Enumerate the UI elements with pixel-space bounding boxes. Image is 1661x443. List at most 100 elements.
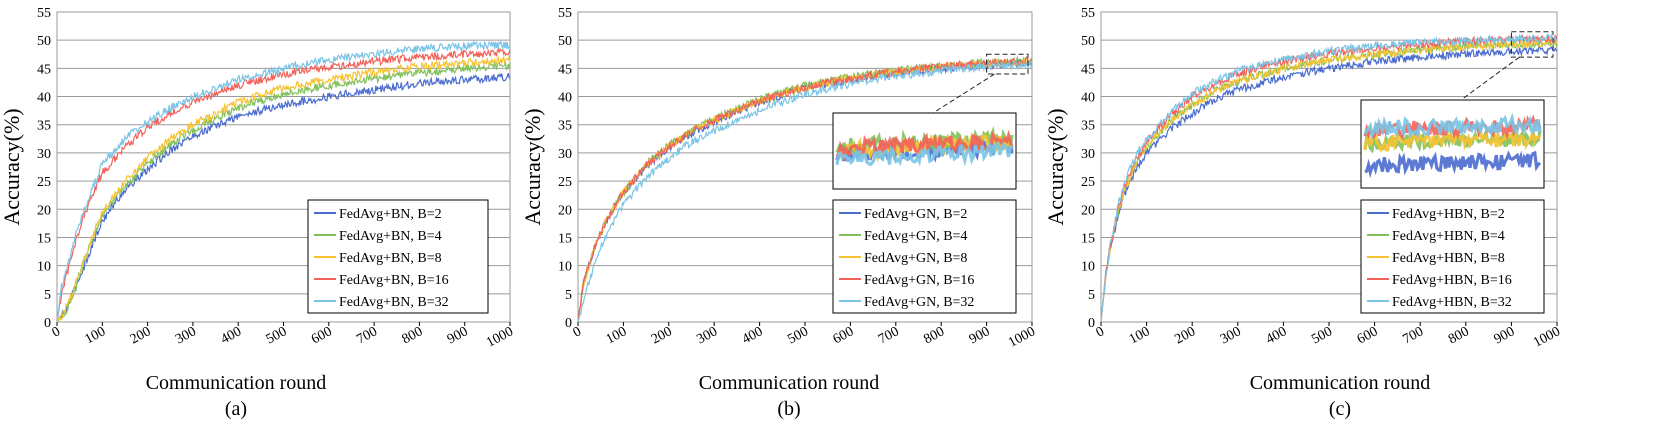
series-line-5 [577, 59, 1033, 323]
y-tick-label: 5 [565, 288, 572, 303]
legend-label-1: FedAvg+BN, B=2 [339, 207, 442, 222]
y-tick-label: 50 [558, 34, 572, 49]
y-tick-label: 15 [37, 231, 51, 246]
y-tick-label: 45 [37, 62, 51, 77]
legend-label-4: FedAvg+GN, B=16 [864, 273, 974, 288]
inset-series-line-3 [1363, 128, 1542, 153]
y-tick-label: 35 [558, 119, 572, 134]
x-tick-label: 200 [649, 324, 675, 347]
y-tick-label: 35 [1081, 119, 1095, 134]
x-tick-label: 500 [785, 324, 811, 347]
x-tick-label: 400 [1264, 324, 1290, 347]
x-tick-label: 100 [1127, 324, 1153, 347]
x-tick-label: 700 [354, 324, 380, 347]
legend-label-3: FedAvg+GN, B=8 [864, 251, 967, 266]
x-axis-title: Communication round [1250, 372, 1431, 394]
chart-panel-1: 0 5 10 15 20 25 30 35 40 45 50 55 0 100 200 300 400 500 60… [0, 6, 516, 420]
series-line-5 [56, 39, 511, 323]
y-axis-title: Accuracy(%) [0, 108, 24, 225]
x-tick-label: 900 [967, 324, 993, 347]
y-tick-label: 40 [1081, 91, 1095, 106]
x-tick-label: 500 [264, 324, 290, 347]
y-tick-label: 25 [37, 175, 51, 190]
y-tick-label: 40 [37, 91, 51, 106]
y-tick-label: 25 [558, 175, 572, 190]
y-tick-label: 55 [37, 6, 51, 21]
x-tick-label: 0 [50, 324, 63, 341]
legend-box [1360, 199, 1545, 314]
x-tick-label: 100 [83, 324, 109, 347]
y-tick-label: 20 [1081, 203, 1095, 218]
legend-label-5: FedAvg+GN, B=32 [864, 295, 974, 310]
legend-label-5: FedAvg+HBN, B=32 [1392, 295, 1512, 310]
chart-panel-3: 0 5 10 15 20 25 30 35 40 45 50 55 0 100 200 300 400 500 60… [1043, 6, 1563, 420]
y-tick-label: 30 [1081, 147, 1095, 162]
legend-label-1: FedAvg+HBN, B=2 [1392, 207, 1505, 222]
x-tick-label: 1000 [1531, 324, 1563, 350]
zoom-region [986, 53, 1029, 75]
legend-label-2: FedAvg+BN, B=4 [339, 229, 442, 244]
x-tick-label: 0 [1094, 324, 1107, 341]
y-tick-label: 50 [1081, 34, 1095, 49]
panel-label: (a) [225, 398, 247, 420]
y-tick-label: 5 [44, 288, 51, 303]
x-tick-label: 300 [173, 324, 199, 347]
series-line-1 [56, 72, 511, 323]
x-tick-label: 900 [445, 324, 471, 347]
y-tick-label: 0 [1088, 316, 1095, 331]
legend-label-4: FedAvg+BN, B=16 [339, 273, 449, 288]
y-tick-label: 5 [1088, 288, 1095, 303]
y-tick-label: 20 [558, 203, 572, 218]
y-tick-label: 0 [565, 316, 572, 331]
panel-label: (c) [1329, 398, 1351, 420]
legend-label-5: FedAvg+BN, B=32 [339, 295, 449, 310]
x-axis-title: Communication round [699, 372, 880, 394]
x-tick-label: 700 [1400, 324, 1426, 347]
legend-label-2: FedAvg+HBN, B=4 [1392, 229, 1505, 244]
series-line-5 [1100, 32, 1558, 323]
x-tick-label: 400 [218, 324, 244, 347]
y-tick-label: 15 [558, 231, 572, 246]
series-line-4 [577, 56, 1033, 323]
x-tick-label: 200 [1172, 324, 1198, 347]
panel-label: (b) [777, 398, 800, 420]
y-tick-label: 35 [37, 119, 51, 134]
x-tick-label: 500 [1309, 324, 1335, 347]
legend-label-2: FedAvg+GN, B=4 [864, 229, 967, 244]
y-tick-label: 45 [1081, 62, 1095, 77]
x-tick-label: 300 [1218, 324, 1244, 347]
inset-series-line-5 [1363, 112, 1542, 140]
x-tick-label: 600 [831, 324, 857, 347]
x-tick-label: 700 [876, 324, 902, 347]
y-tick-label: 10 [558, 260, 572, 275]
x-tick-label: 400 [740, 324, 766, 347]
x-tick-label: 800 [400, 324, 426, 347]
y-tick-label: 15 [1081, 231, 1095, 246]
legend-label-4: FedAvg+HBN, B=16 [1392, 273, 1512, 288]
y-tick-label: 45 [558, 62, 572, 77]
y-tick-label: 30 [37, 147, 51, 162]
y-axis-title: Accuracy(%) [1043, 108, 1068, 225]
x-tick-label: 800 [921, 324, 947, 347]
zoom-connector [932, 73, 995, 114]
x-tick-label: 600 [309, 324, 335, 347]
x-tick-label: 1000 [1006, 324, 1038, 350]
x-tick-label: 600 [1355, 324, 1381, 347]
inset-series-line-1 [1364, 150, 1542, 179]
y-tick-label: 55 [1081, 6, 1095, 21]
legend-label-1: FedAvg+GN, B=2 [864, 207, 967, 222]
x-tick-label: 0 [571, 324, 584, 341]
y-tick-label: 0 [44, 316, 51, 331]
x-tick-label: 800 [1446, 324, 1472, 347]
y-tick-label: 40 [558, 91, 572, 106]
series-line-2 [56, 61, 511, 323]
legend-label-3: FedAvg+HBN, B=8 [1392, 251, 1505, 266]
x-tick-label: 100 [604, 324, 630, 347]
zoom-region [1510, 31, 1554, 58]
x-tick-label: 300 [694, 324, 720, 347]
series-line-3 [56, 54, 511, 323]
y-axis-title: Accuracy(%) [520, 108, 545, 225]
series-line-3 [1100, 38, 1558, 323]
x-tick-label: 200 [128, 324, 154, 347]
